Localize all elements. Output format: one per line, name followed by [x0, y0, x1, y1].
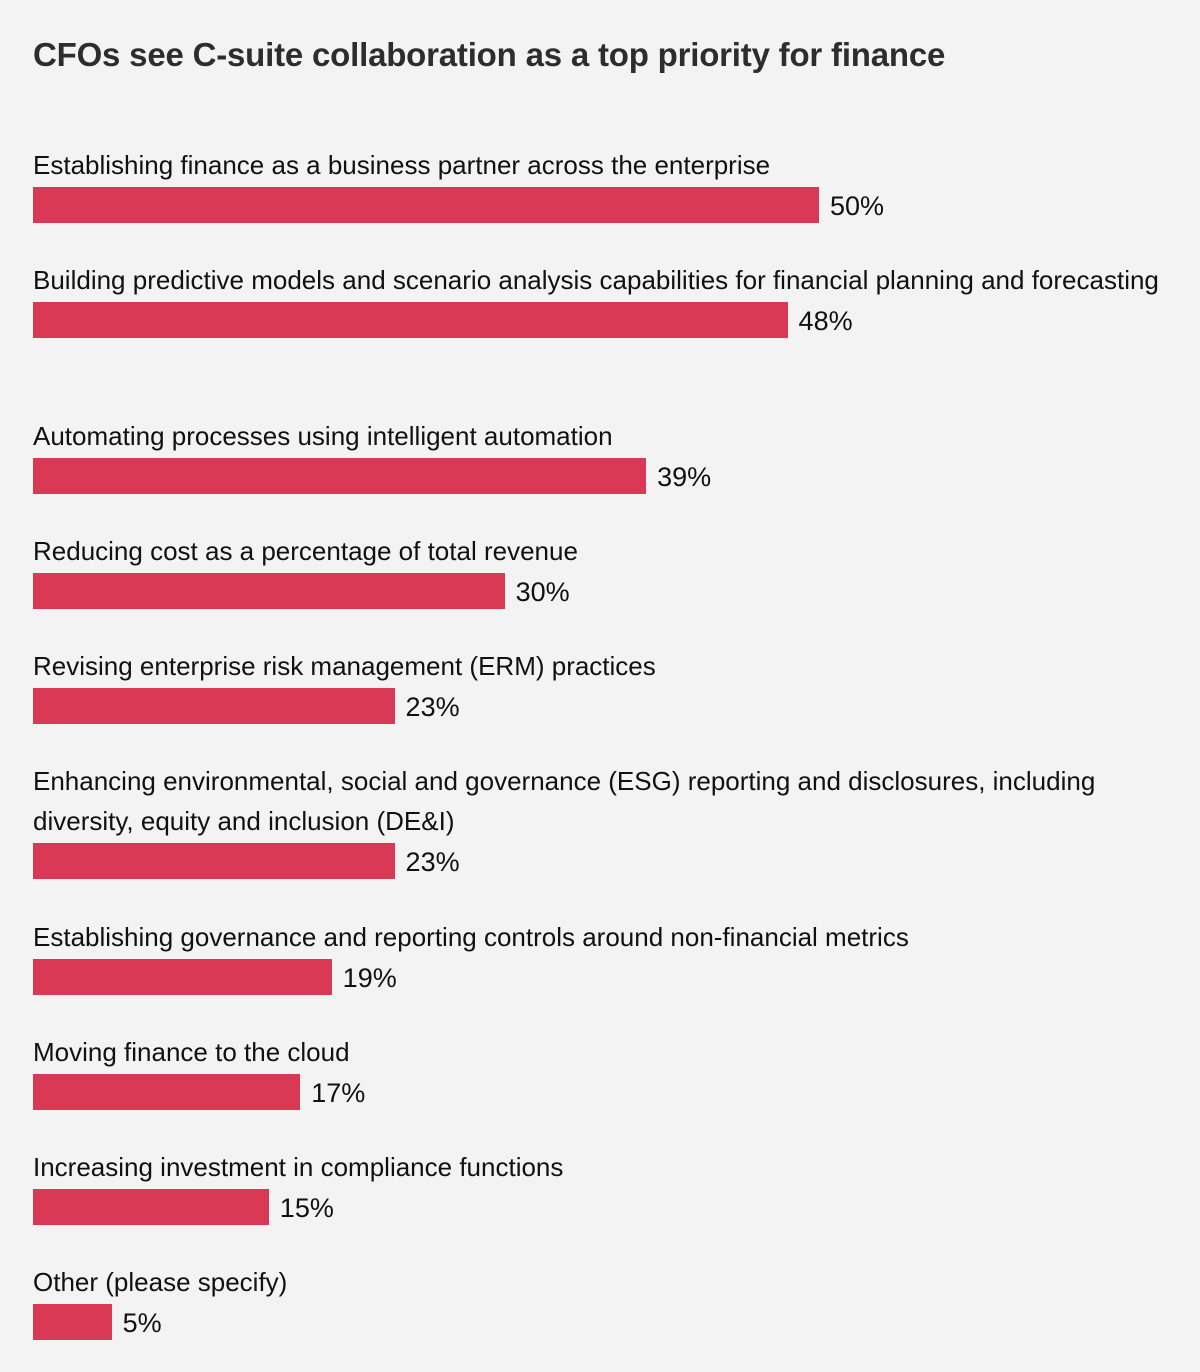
bar-row: Enhancing environmental, social and gove… [33, 761, 1173, 879]
bar-row: Building predictive models and scenario … [33, 260, 1173, 338]
bar-value-label: 19% [342, 963, 397, 993]
category-label: Establishing governance and reporting co… [33, 922, 909, 952]
bar [33, 573, 505, 609]
bar [33, 959, 332, 995]
bar [33, 187, 819, 223]
bar-track: 5% [33, 1304, 1173, 1340]
bar-row: Moving finance to the cloud 17% [33, 1032, 1173, 1110]
bar-track: 48% [33, 302, 1173, 338]
bar-row: Reducing cost as a percentage of total r… [33, 531, 1173, 609]
bar [33, 302, 788, 338]
bar-track: 15% [33, 1189, 1173, 1225]
bar-value-label: 30% [515, 577, 570, 607]
bar-track: 50% [33, 187, 1173, 223]
bar-row: Other (please specify) 5% [33, 1262, 1173, 1340]
category-label: Building predictive models and scenario … [33, 265, 1159, 295]
bar-value-label: 23% [405, 692, 460, 722]
bar [33, 688, 395, 724]
bar-value-label: 48% [798, 306, 853, 336]
bar-track: 23% [33, 688, 1173, 724]
bar-value-label: 17% [311, 1078, 366, 1108]
category-label: Other (please specify) [33, 1267, 288, 1297]
category-label: Increasing investment in compliance func… [33, 1152, 564, 1182]
bar-row: Establishing governance and reporting co… [33, 917, 1173, 995]
bar-row: Establishing finance as a business partn… [33, 145, 1173, 223]
category-label: Enhancing environmental, social and gove… [33, 766, 1096, 836]
bar-value-label: 5% [122, 1308, 162, 1338]
chart-title: CFOs see C-suite collaboration as a top … [33, 36, 946, 73]
bar-track: 39% [33, 458, 1173, 494]
bar-row: Revising enterprise risk management (ERM… [33, 646, 1173, 724]
bar-row: Increasing investment in compliance func… [33, 1147, 1173, 1225]
bar-track: 19% [33, 959, 1173, 995]
bar-track: 30% [33, 573, 1173, 609]
category-label: Revising enterprise risk management (ERM… [33, 651, 656, 681]
bar-row: Automating processes using intelligent a… [33, 416, 1173, 494]
bar [33, 1189, 269, 1225]
bar-track: 23% [33, 843, 1173, 879]
category-label: Reducing cost as a percentage of total r… [33, 536, 578, 566]
bar [33, 1304, 112, 1340]
bar-value-label: 39% [657, 462, 712, 492]
category-label: Automating processes using intelligent a… [33, 421, 613, 451]
bar-value-label: 15% [279, 1193, 334, 1223]
category-label: Moving finance to the cloud [33, 1037, 350, 1067]
bar-value-label: 23% [405, 847, 460, 877]
bar [33, 1074, 301, 1110]
category-label: Establishing finance as a business partn… [33, 150, 771, 180]
bar-track: 17% [33, 1074, 1173, 1110]
bar-value-label: 50% [830, 191, 885, 221]
bar [33, 843, 395, 879]
bar [33, 458, 647, 494]
